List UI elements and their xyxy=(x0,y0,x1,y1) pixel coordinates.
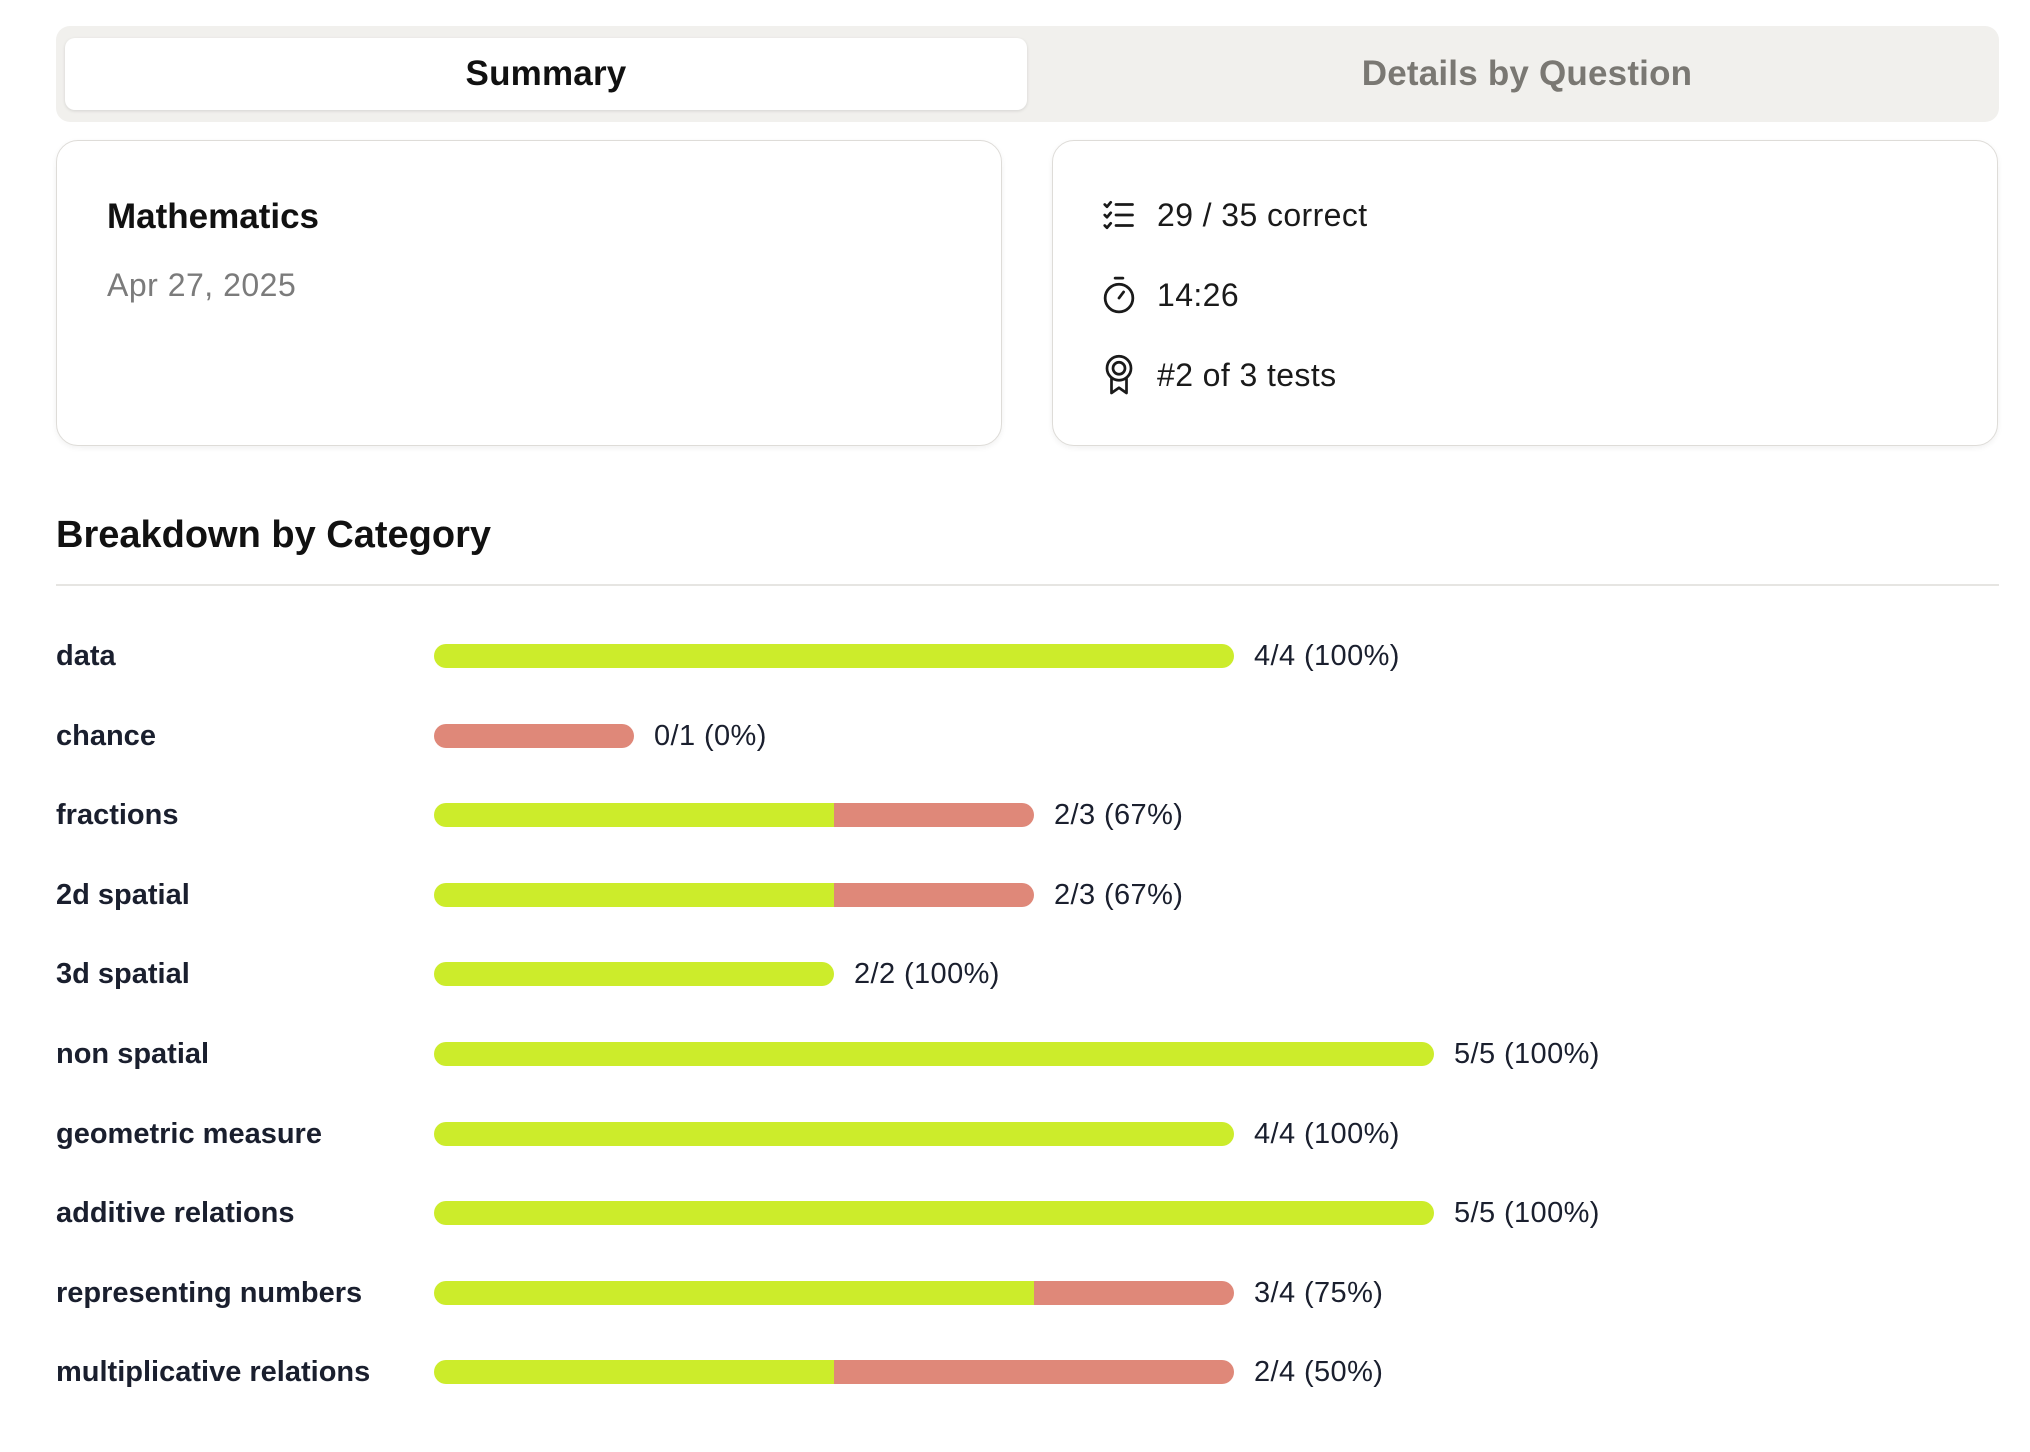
category-row: 3d spatial 2/2 (100%) xyxy=(56,954,1999,994)
correct-segment xyxy=(434,1360,834,1384)
stat-rank: #2 of 3 tests xyxy=(1099,351,1337,399)
correct-segment xyxy=(434,1281,1034,1305)
category-score: 5/5 (100%) xyxy=(1454,1197,1600,1229)
breakdown-title: Breakdown by Category xyxy=(56,514,491,556)
category-label: data xyxy=(56,640,116,672)
incorrect-segment xyxy=(834,1360,1234,1384)
category-score: 2/2 (100%) xyxy=(854,958,1000,990)
stat-correct-text: 29 / 35 correct xyxy=(1157,196,1368,233)
correct-segment xyxy=(434,962,834,986)
category-score: 0/1 (0%) xyxy=(654,720,767,752)
category-label: multiplicative relations xyxy=(56,1356,371,1388)
tab-details-by-question[interactable]: Details by Question xyxy=(1361,54,1693,93)
incorrect-segment xyxy=(834,803,1034,827)
correct-segment xyxy=(434,803,834,827)
stat-rank-text: #2 of 3 tests xyxy=(1157,356,1337,393)
checklist-icon xyxy=(1099,191,1139,239)
category-label: 3d spatial xyxy=(56,958,190,990)
category-progress-bar xyxy=(434,1360,1234,1384)
category-row: 2d spatial 2/3 (67%) xyxy=(56,875,1999,915)
category-progress-bar xyxy=(434,1281,1234,1305)
category-progress-bar xyxy=(434,883,1034,907)
category-score: 2/3 (67%) xyxy=(1054,799,1184,831)
tab-summary[interactable]: Summary xyxy=(65,38,1027,110)
category-score: 3/4 (75%) xyxy=(1254,1277,1384,1309)
category-progress-bar xyxy=(434,644,1234,668)
category-label: geometric measure xyxy=(56,1118,322,1150)
correct-segment xyxy=(434,1042,1434,1066)
category-row: multiplicative relations 2/4 (50%) xyxy=(56,1352,1999,1392)
stat-time: 14:26 xyxy=(1099,271,1239,319)
category-progress-bar xyxy=(434,1122,1234,1146)
correct-segment xyxy=(434,1122,1234,1146)
category-progress-bar xyxy=(434,803,1034,827)
stopwatch-icon xyxy=(1099,271,1139,319)
category-progress-bar xyxy=(434,962,834,986)
stat-correct: 29 / 35 correct xyxy=(1099,191,1368,239)
tab-bar: Summary Details by Question xyxy=(56,26,1999,122)
test-date: Apr 27, 2025 xyxy=(107,267,297,303)
category-row: additive relations 5/5 (100%) xyxy=(56,1193,1999,1233)
correct-segment xyxy=(434,644,1234,668)
incorrect-segment xyxy=(434,724,634,748)
category-label: 2d spatial xyxy=(56,879,190,911)
category-progress-bar xyxy=(434,724,634,748)
test-stats-card: 29 / 35 correct 14:26 #2 of 3 tests xyxy=(1052,140,1998,446)
award-ribbon-icon xyxy=(1099,351,1139,399)
category-progress-bar xyxy=(434,1201,1434,1225)
incorrect-segment xyxy=(1034,1281,1234,1305)
category-progress-bar xyxy=(434,1042,1434,1066)
category-row: chance 0/1 (0%) xyxy=(56,716,1999,756)
correct-segment xyxy=(434,1201,1434,1225)
category-score: 2/4 (50%) xyxy=(1254,1356,1384,1388)
category-row: fractions 2/3 (67%) xyxy=(56,795,1999,835)
category-score: 2/3 (67%) xyxy=(1054,879,1184,911)
correct-segment xyxy=(434,883,834,907)
category-row: geometric measure 4/4 (100%) xyxy=(56,1114,1999,1154)
category-score: 4/4 (100%) xyxy=(1254,1118,1400,1150)
category-label: non spatial xyxy=(56,1038,210,1070)
incorrect-segment xyxy=(834,883,1034,907)
category-row: representing numbers 3/4 (75%) xyxy=(56,1273,1999,1313)
category-label: representing numbers xyxy=(56,1277,363,1309)
category-label: chance xyxy=(56,720,156,752)
category-label: fractions xyxy=(56,799,179,831)
category-label: additive relations xyxy=(56,1197,295,1229)
test-info-card: Mathematics Apr 27, 2025 xyxy=(56,140,1002,446)
section-divider xyxy=(56,584,1999,586)
category-row: non spatial 5/5 (100%) xyxy=(56,1034,1999,1074)
category-score: 4/4 (100%) xyxy=(1254,640,1400,672)
category-score: 5/5 (100%) xyxy=(1454,1038,1600,1070)
category-row: data 4/4 (100%) xyxy=(56,636,1999,676)
stat-time-text: 14:26 xyxy=(1157,276,1240,313)
subject-title: Mathematics xyxy=(107,197,320,236)
